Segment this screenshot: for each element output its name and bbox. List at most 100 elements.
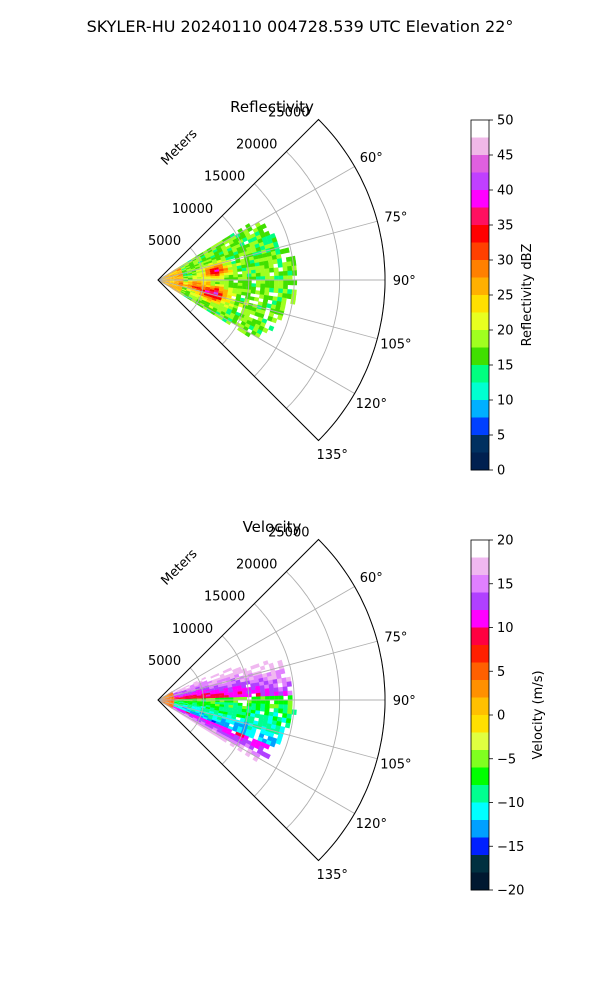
velocity-cell xyxy=(274,692,279,697)
reflectivity-colorbar-swatch xyxy=(471,453,489,471)
reflectivity-cell xyxy=(233,274,238,277)
reflectivity-radial-tick-label: 10000 xyxy=(172,202,213,217)
velocity-cell xyxy=(269,704,274,709)
reflectivity-azimuth-tick-label: 60° xyxy=(360,151,383,166)
velocity-cell xyxy=(285,723,291,729)
reflectivity-cell xyxy=(229,275,234,278)
reflectivity-panel: Reflectivity 50001000015000200002500060°… xyxy=(148,98,416,463)
reflectivity-colorbar-tick-label: 0 xyxy=(497,464,505,479)
velocity-cell xyxy=(229,695,234,698)
reflectivity-cell xyxy=(265,272,270,276)
reflectivity-colorbar-swatch xyxy=(471,278,489,296)
velocity-colorbar-tick-label: 15 xyxy=(497,577,514,592)
reflectivity-cell xyxy=(283,280,288,285)
velocity-cell xyxy=(265,704,270,709)
velocity-azimuth-tick-label: 135° xyxy=(317,868,348,883)
reflectivity-cell xyxy=(206,276,211,278)
reflectivity-colorbar-swatch xyxy=(471,173,489,191)
velocity-colorbar-swatch xyxy=(471,628,489,646)
reflectivity-colorbar-swatch xyxy=(471,155,489,173)
velocity-colorbar-label: Velocity (m/s) xyxy=(531,670,546,759)
velocity-cell xyxy=(283,704,288,709)
reflectivity-cell xyxy=(242,274,247,278)
velocity-cell xyxy=(251,690,256,694)
reflectivity-colorbar-swatch xyxy=(471,418,489,436)
velocity-colorbar-swatch xyxy=(471,750,489,768)
velocity-cell xyxy=(269,688,274,693)
velocity-azimuth-tick-label: 105° xyxy=(380,758,411,773)
reflectivity-cell xyxy=(274,288,279,293)
reflectivity-radial-tick-label: 25000 xyxy=(268,106,309,121)
velocity-colorbar-swatch xyxy=(471,610,489,628)
reflectivity-colorbar-tick-label: 10 xyxy=(497,394,514,409)
reflectivity-grid xyxy=(158,120,385,441)
reflectivity-colorbar-swatch xyxy=(471,365,489,383)
reflectivity-colorbar-tick-label: 35 xyxy=(497,219,514,234)
reflectivity-cell xyxy=(255,290,260,294)
velocity-cell xyxy=(238,694,243,697)
reflectivity-azimuth-tick-label: 105° xyxy=(380,338,411,353)
reflectivity-cell xyxy=(256,273,261,277)
reflectivity-cell xyxy=(274,280,279,285)
velocity-radial-axis-label: Meters xyxy=(159,546,201,588)
reflectivity-colorbar-tick-label: 5 xyxy=(497,429,505,444)
velocity-colorbar-swatch xyxy=(471,715,489,733)
reflectivity-cell xyxy=(268,325,274,331)
reflectivity-cell xyxy=(215,276,220,279)
reflectivity-cell xyxy=(278,263,283,268)
velocity-colorbar-tick-label: −10 xyxy=(497,796,524,811)
reflectivity-cell xyxy=(287,294,292,300)
velocity-colorbar-swatch xyxy=(471,855,489,873)
reflectivity-azimuth-tick-label: 120° xyxy=(356,397,387,412)
velocity-radial-tick-label: 15000 xyxy=(204,590,245,605)
velocity-cell xyxy=(256,700,261,704)
reflectivity-azimuth-spoke xyxy=(158,280,355,394)
reflectivity-colorbar-swatch xyxy=(471,330,489,348)
reflectivity-cell xyxy=(251,290,256,294)
reflectivity-colorbar-swatch xyxy=(471,313,489,331)
velocity-azimuth-tick-label: 120° xyxy=(356,817,387,832)
reflectivity-colorbar-tick-label: 20 xyxy=(497,324,514,339)
velocity-azimuth-tick-label: 60° xyxy=(360,571,383,586)
velocity-colorbar-tick-label: 20 xyxy=(497,534,514,549)
reflectivity-cell xyxy=(254,297,259,302)
reflectivity-colorbar-tick-label: 30 xyxy=(497,254,514,269)
reflectivity-cell xyxy=(270,280,275,285)
reflectivity-colorbar-swatch xyxy=(471,243,489,261)
velocity-cell xyxy=(287,681,292,687)
velocity-cell xyxy=(288,700,293,705)
velocity-cell xyxy=(247,694,252,698)
velocity-cell xyxy=(224,695,229,698)
velocity-cell xyxy=(274,700,279,705)
reflectivity-colorbar-swatch xyxy=(471,295,489,313)
velocity-radial-tick-label: 20000 xyxy=(236,558,277,573)
figure-suptitle: SKYLER-HU 20240110 004728.539 UTC Elevat… xyxy=(87,17,514,36)
velocity-cell xyxy=(206,696,211,698)
reflectivity-colorbar-swatch xyxy=(471,348,489,366)
reflectivity-cell xyxy=(279,271,284,276)
velocity-azimuth-tick-label: 90° xyxy=(393,694,416,709)
reflectivity-cell xyxy=(283,266,288,271)
velocity-cell xyxy=(283,686,288,691)
reflectivity-cell xyxy=(288,271,293,276)
velocity-cell xyxy=(211,696,216,698)
reflectivity-cell xyxy=(273,259,278,264)
velocity-colorbar-tick-label: −15 xyxy=(497,840,524,855)
velocity-colorbar-swatch xyxy=(471,680,489,698)
reflectivity-azimuth-tick-label: 90° xyxy=(393,274,416,289)
reflectivity-cell xyxy=(224,275,229,278)
reflectivity-colorbar-label: Reflectivity dBZ xyxy=(520,244,535,347)
velocity-cell xyxy=(283,700,288,705)
reflectivity-colorbar-swatch xyxy=(471,138,489,156)
reflectivity-colorbar-swatch xyxy=(471,190,489,208)
reflectivity-cell xyxy=(269,288,274,293)
velocity-cell xyxy=(220,695,225,698)
reflectivity-azimuth-tick-label: 75° xyxy=(384,210,407,225)
velocity-colorbar-swatch xyxy=(471,663,489,681)
reflectivity-colorbar-tick-label: 50 xyxy=(497,114,514,129)
reflectivity-colorbar-tick-label: 15 xyxy=(497,359,514,374)
reflectivity-cell xyxy=(241,292,246,296)
